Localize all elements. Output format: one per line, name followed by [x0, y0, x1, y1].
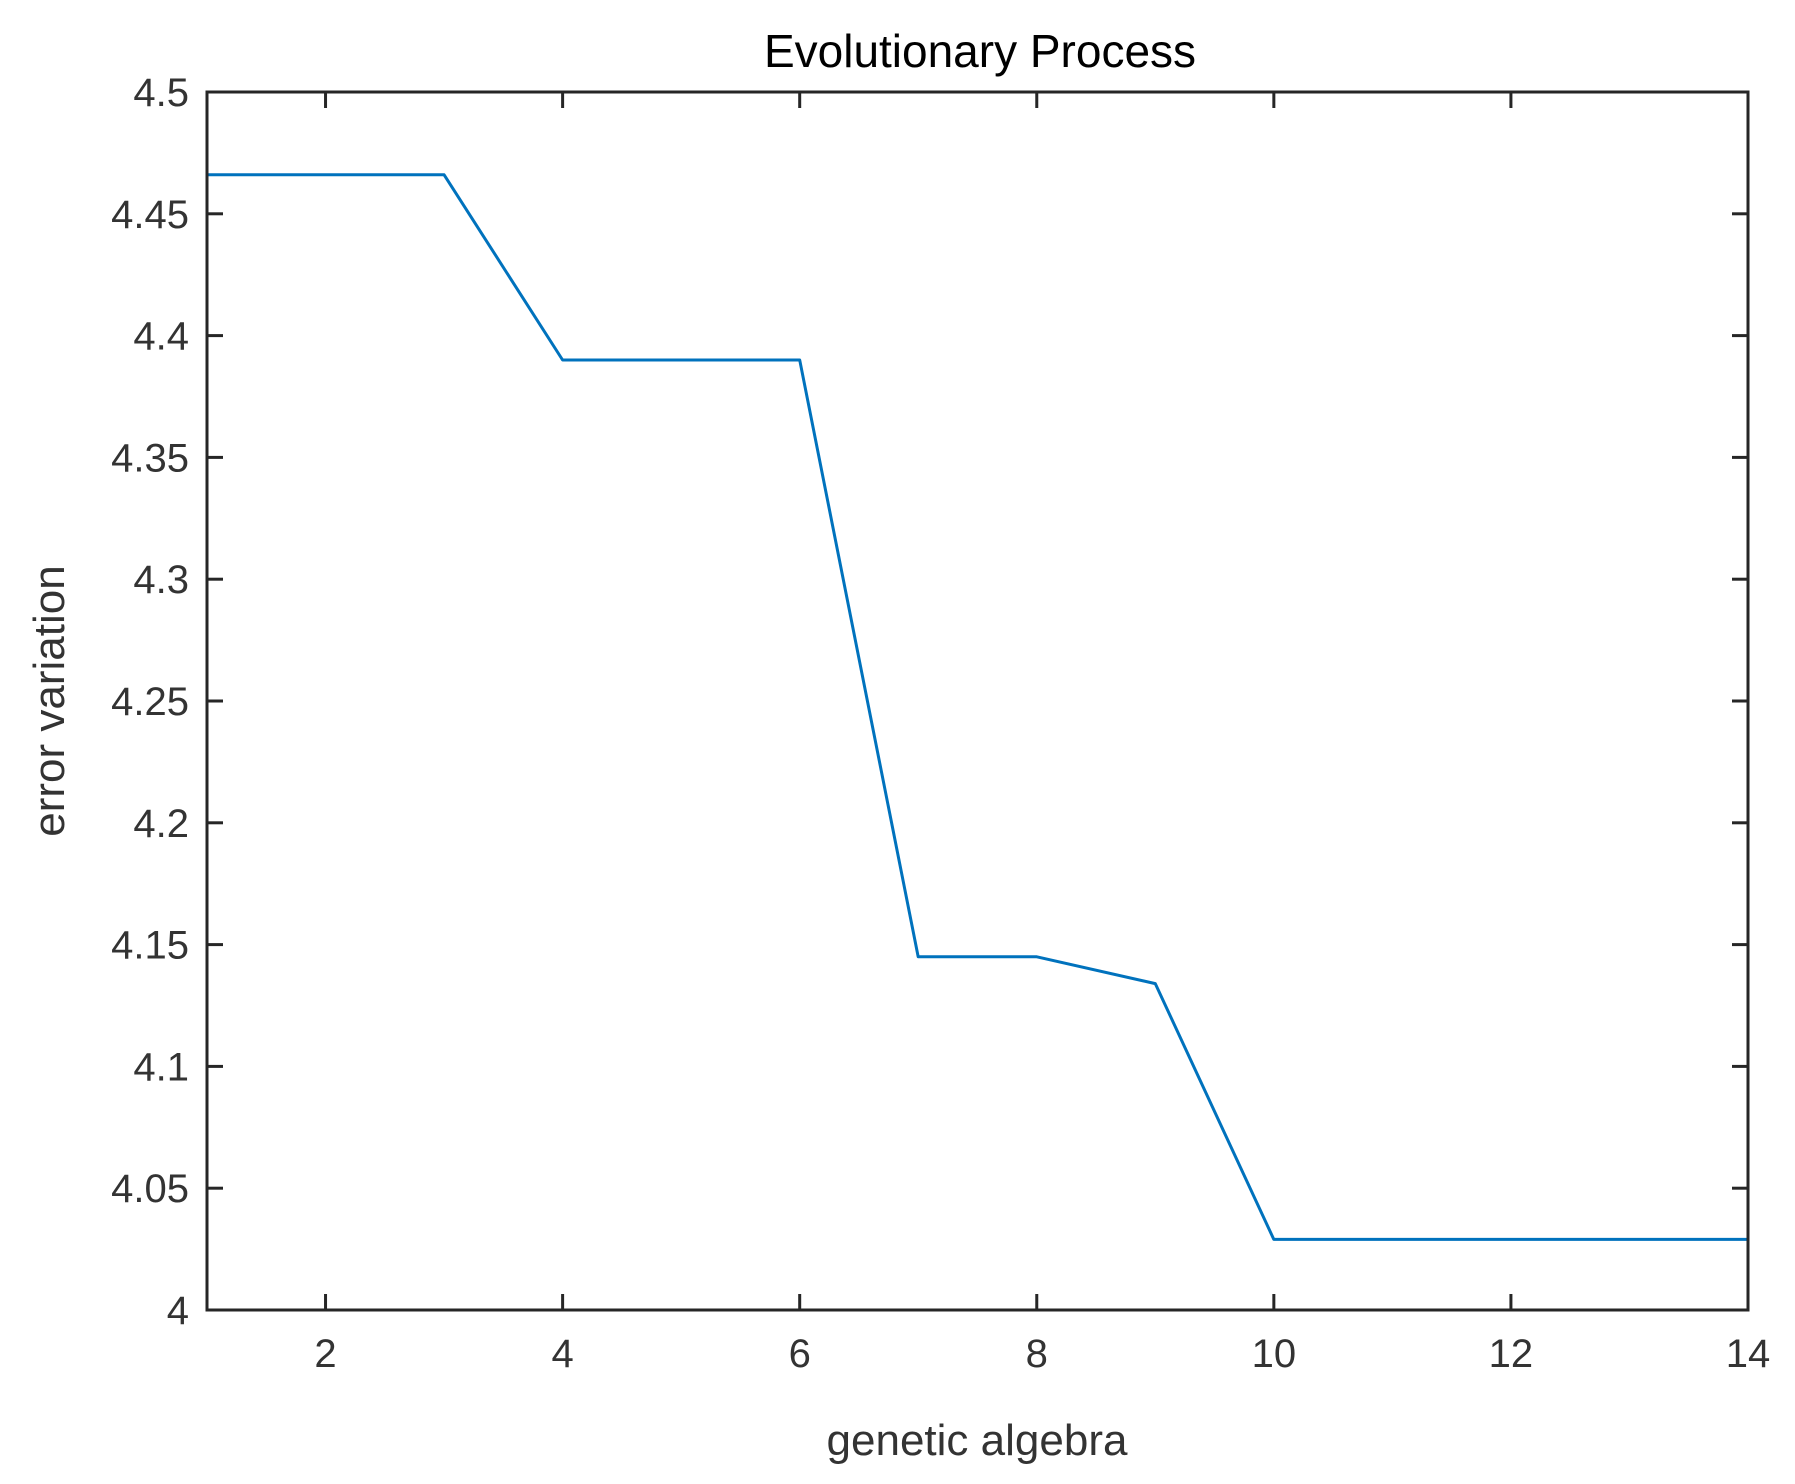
- series-group: [207, 173, 1748, 1241]
- y-tick-label: 4.2: [133, 802, 189, 846]
- x-tick-label: 4: [551, 1332, 573, 1376]
- plot-area-frame: [205, 90, 1750, 1312]
- series-line: [207, 173, 1748, 1241]
- y-tick-label: 4.3: [133, 558, 189, 602]
- y-tick-label: 4.4: [133, 315, 189, 359]
- y-tick-label: 4.35: [111, 436, 189, 480]
- y-tick-label: 4: [167, 1289, 189, 1333]
- y-tick-label: 4.25: [111, 680, 189, 724]
- y-tick-label: 4.05: [111, 1167, 189, 1211]
- x-tick-label: 6: [789, 1332, 811, 1376]
- x-tick-label: 10: [1252, 1332, 1297, 1376]
- y-tick-label: 4.1: [133, 1045, 189, 1089]
- y-tick-label: 4.45: [111, 193, 189, 237]
- x-axis-label: genetic algebra: [827, 1416, 1128, 1465]
- x-tick-labels: 2 4 6 8 10 12 14: [314, 1332, 1770, 1376]
- y-tick-labels: 4 4.05 4.1 4.15 4.2 4.25 4.3 4.35 4.4 4.45 4.5: [111, 71, 189, 1333]
- x-tick-label: 8: [1026, 1332, 1048, 1376]
- y-tick-label: 4.15: [111, 924, 189, 968]
- y-tick-label: 4.5: [133, 71, 189, 115]
- y-axis-label: error variation: [25, 565, 74, 836]
- x-tick-label: 14: [1726, 1332, 1771, 1376]
- x-tick-label: 2: [314, 1332, 336, 1376]
- x-tick-label: 12: [1489, 1332, 1534, 1376]
- chart-title: Evolutionary Process: [764, 25, 1196, 77]
